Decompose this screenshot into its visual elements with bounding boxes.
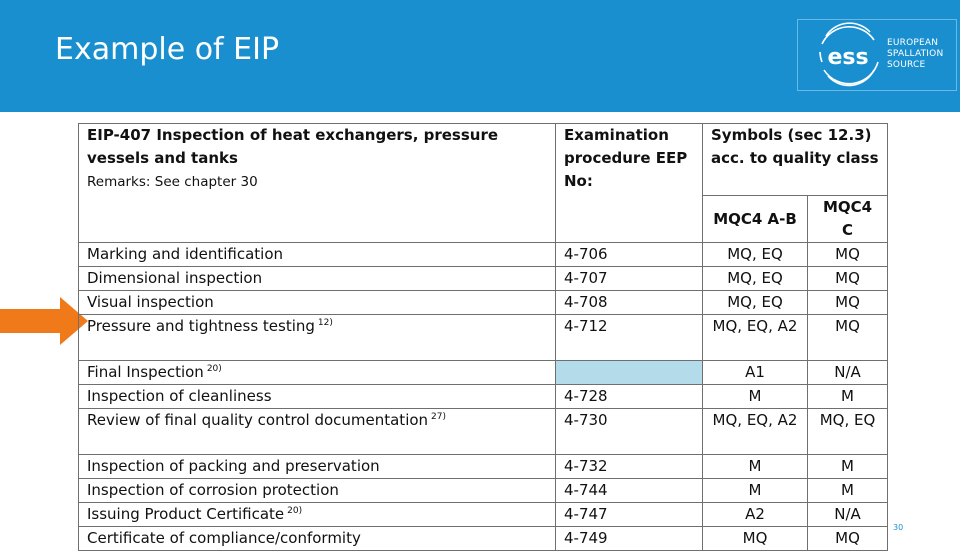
inspection-name: Dimensional inspection [87, 269, 263, 287]
class-c-symbols: MQ [806, 242, 889, 267]
table-row: Marking and identification 4-706 MQ, EQ MQ [78, 242, 889, 267]
inspection-name: Final Inspection [87, 363, 204, 381]
eep-number-cell: 4-728 [555, 384, 703, 409]
slide-title: Example of EIP [55, 32, 280, 67]
logo-line-1: EUROPEAN [887, 38, 939, 48]
procedure-header: Examination procedure EEP No: [555, 123, 703, 243]
logo-line-2: SPALLATION [887, 49, 944, 59]
inspection-name-cell: Inspection of cleanliness [78, 384, 556, 409]
eep-number-cell: 4-706 [555, 242, 703, 267]
table-remarks: Remarks: See chapter 30 [87, 174, 258, 190]
inspection-name-cell: Inspection of packing and preservation [78, 454, 556, 479]
class-ab-symbols: A2 [702, 502, 808, 527]
eep-number-cell: 4-730 [555, 408, 703, 455]
page-number: 30 [893, 523, 904, 532]
inspection-name: Inspection of packing and preservation [87, 457, 380, 475]
logo-wordmark: EUROPEAN SPALLATION SOURCE [887, 38, 943, 71]
class-c-header: MQC4 C [806, 195, 889, 243]
inspection-name: Inspection of cleanliness [87, 387, 272, 405]
inspection-name-cell: Certificate of compliance/conformity [78, 526, 556, 551]
table-row: Visual inspection 4-708 MQ, EQ MQ [78, 290, 889, 315]
inspection-name-cell: Visual inspection [78, 290, 556, 315]
inspection-name: Certificate of compliance/conformity [87, 529, 361, 547]
eep-number-cell: 4-708 [555, 290, 703, 315]
eep-number-cell: 4-744 [555, 478, 703, 503]
inspection-name: Issuing Product Certificate [87, 505, 285, 523]
class-ab-symbols: MQ, EQ, A2 [702, 408, 808, 455]
eep-number-cell: 4-707 [555, 266, 703, 291]
table-row: Inspection of corrosion protection 4-744 M… [78, 478, 889, 503]
inspection-name-cell: Inspection of corrosion protection [78, 478, 556, 503]
class-c-symbols: M [806, 384, 889, 409]
table-row: Pressure and tightness testing 12) 4-712 MQ… [78, 314, 889, 361]
eep-number-cell: 4-732 [555, 454, 703, 479]
inspection-name-cell: Pressure and tightness testing 12) [78, 314, 556, 361]
inspection-name-cell: Review of final quality control document… [78, 408, 556, 455]
inspection-name-cell: Marking and identification [78, 242, 556, 267]
class-c-symbols: M [806, 478, 889, 503]
class-ab-header: MQC4 A-B [702, 195, 808, 243]
footnote-ref: 20) [287, 506, 303, 516]
class-ab-symbols: M [702, 454, 808, 479]
ess-logo-icon: ess [819, 22, 879, 87]
class-ab-symbols: A1 [702, 360, 808, 385]
class-ab-symbols: M [702, 384, 808, 409]
table-row: Certificate of compliance/conformity 4-74… [78, 526, 889, 551]
inspection-name: Marking and identification [87, 245, 284, 263]
class-ab-symbols: M [702, 478, 808, 503]
eep-number-cell [555, 360, 703, 385]
inspection-name-cell: Final Inspection 20) [78, 360, 556, 385]
ess-logo: ess EUROPEAN SPALLATION SOURCE [797, 19, 957, 91]
eep-number-cell: 4-747 [555, 502, 703, 527]
inspection-name: Visual inspection [87, 293, 214, 311]
inspection-name: Review of final quality control document… [87, 411, 429, 429]
class-ab-symbols: MQ, EQ, A2 [702, 314, 808, 361]
inspection-name: Inspection of corrosion protection [87, 481, 339, 499]
slide-header: Example of EIP ess EUROPEAN SPALLATION S… [0, 0, 960, 112]
footnote-ref: 27) [431, 412, 447, 422]
inspection-name-cell: Issuing Product Certificate 20) [78, 502, 556, 527]
eip-table: EIP-407 Inspection of heat exchangers, p… [78, 123, 889, 551]
table-row: Review of final quality control document… [78, 408, 889, 455]
class-ab-symbols: MQ [702, 526, 808, 551]
logo-line-3: SOURCE [887, 60, 926, 70]
class-c-symbols: MQ [806, 314, 889, 361]
eep-number-cell: 4-749 [555, 526, 703, 551]
table-row: Inspection of packing and preservation 4-… [78, 454, 889, 479]
class-c-symbols: N/A [806, 502, 889, 527]
table-header-row: EIP-407 Inspection of heat exchangers, p… [78, 123, 889, 243]
class-c-symbols: MQ [806, 526, 889, 551]
table-title: EIP-407 Inspection of heat exchangers, p… [87, 126, 499, 167]
class-c-symbols: MQ [806, 290, 889, 315]
table-row: Inspection of cleanliness 4-728 M M [78, 384, 889, 409]
logo-mark: ess [827, 45, 868, 70]
class-c-symbols: N/A [806, 360, 889, 385]
class-header-row: MQC4 A-B MQC4 C [79, 195, 889, 243]
class-c-symbols: M [806, 454, 889, 479]
class-c-symbols: MQ, EQ [806, 408, 889, 455]
class-ab-symbols: MQ, EQ [702, 242, 808, 267]
inspection-name: Pressure and tightness testing [87, 317, 315, 335]
class-ab-symbols: MQ, EQ [702, 266, 808, 291]
symbols-header: Symbols (sec 12.3) acc. to quality class [701, 123, 889, 196]
inspection-name-cell: Dimensional inspection [78, 266, 556, 291]
eep-number-cell: 4-712 [555, 314, 703, 361]
table-title-cell: EIP-407 Inspection of heat exchangers, p… [78, 123, 556, 243]
table-row: Dimensional inspection 4-707 MQ, EQ MQ [78, 266, 889, 291]
arrow-right-icon [0, 297, 88, 345]
footnote-ref: 12) [317, 318, 333, 328]
class-ab-symbols: MQ, EQ [702, 290, 808, 315]
table-row: Issuing Product Certificate 20) 4-747 A2 N/A [78, 502, 889, 527]
table-row: Final Inspection 20) A1 N/A [78, 360, 889, 385]
class-c-symbols: MQ [806, 266, 889, 291]
footnote-ref: 20) [206, 364, 222, 374]
